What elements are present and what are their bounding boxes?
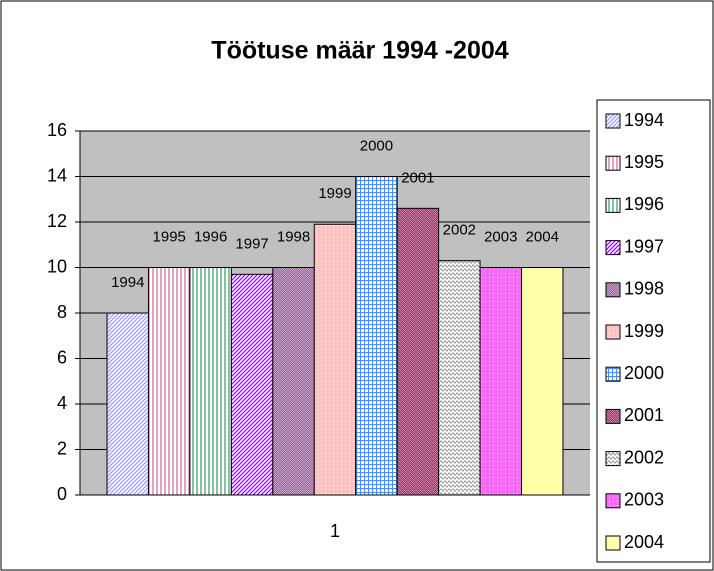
legend-label: 1994 <box>624 110 664 130</box>
data-label: 1994 <box>111 274 144 291</box>
legend-label: 1998 <box>624 279 664 299</box>
legend-swatch <box>605 113 621 129</box>
legend-label: 2000 <box>624 363 664 383</box>
data-label: 2000 <box>360 137 393 154</box>
y-tick-label: 14 <box>47 165 67 185</box>
bar <box>438 260 481 496</box>
legend-label: 2003 <box>624 490 664 510</box>
data-label: 1997 <box>235 235 268 252</box>
bar <box>479 267 523 496</box>
legend-swatch <box>605 493 621 509</box>
bar <box>230 273 274 496</box>
data-label: 1998 <box>277 228 310 245</box>
y-tick-label: 8 <box>57 302 67 322</box>
legend-swatch <box>605 197 621 213</box>
bar <box>147 267 191 496</box>
y-tick-label: 0 <box>57 484 67 504</box>
bar <box>396 207 440 496</box>
data-label: 2002 <box>443 222 476 239</box>
legend-swatch <box>605 282 621 298</box>
legend-swatch <box>605 535 621 551</box>
legend-label: 1995 <box>624 152 664 172</box>
data-label: 2004 <box>526 228 559 245</box>
legend-label: 2001 <box>624 405 664 425</box>
legend-swatch <box>605 366 621 382</box>
bar <box>106 312 149 496</box>
y-tick-label: 10 <box>47 256 67 276</box>
bar <box>189 267 232 496</box>
x-tick-label: 1 <box>330 521 340 541</box>
chart-title: Töötuse määr 1994 -2004 <box>211 37 508 65</box>
data-label: 2001 <box>401 169 434 186</box>
bar <box>313 223 357 496</box>
legend-label: 2004 <box>624 532 664 552</box>
y-tick-label: 4 <box>57 393 67 413</box>
bar <box>521 267 564 496</box>
legend-swatch <box>605 324 621 340</box>
y-tick-label: 16 <box>47 120 67 140</box>
data-label: 1995 <box>153 228 186 245</box>
legend-swatch <box>605 408 621 424</box>
legend-swatch <box>605 451 621 467</box>
legend-label: 1997 <box>624 236 664 256</box>
data-label: 2003 <box>484 228 517 245</box>
y-tick-label: 2 <box>57 438 67 458</box>
bar <box>272 267 315 496</box>
data-label: 1999 <box>318 185 351 202</box>
y-tick-label: 12 <box>47 211 67 231</box>
legend-label: 1999 <box>624 321 664 341</box>
bar <box>355 176 398 496</box>
legend-swatch <box>605 155 621 171</box>
legend-swatch <box>605 240 621 256</box>
legend-label: 1996 <box>624 194 664 214</box>
data-label: 1996 <box>194 228 227 245</box>
legend-label: 2002 <box>624 447 664 467</box>
y-tick-label: 6 <box>57 347 67 367</box>
